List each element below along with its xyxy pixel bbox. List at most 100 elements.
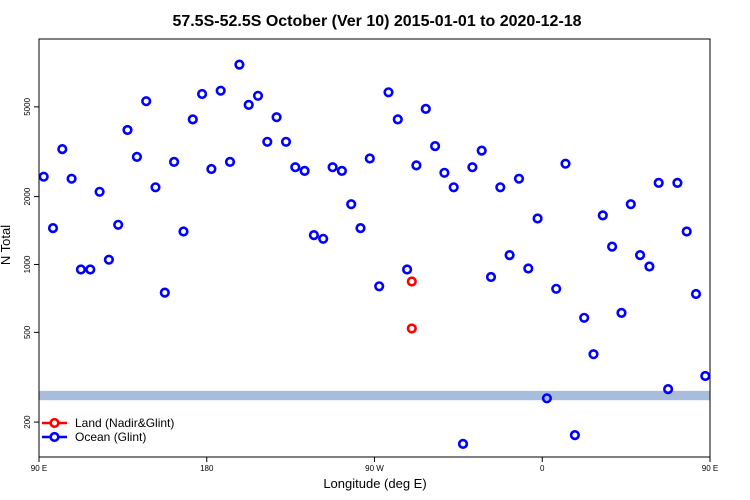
ocean-point [318,233,329,244]
ocean-point [616,307,627,319]
reference-band [39,390,710,401]
ocean-point [402,264,413,275]
ocean-point [495,182,506,193]
ocean-point [131,151,142,162]
ocean-point [700,370,711,382]
ocean-point [113,219,124,230]
legend-marker [49,431,60,443]
legend-entry: Land (Nadir&Glint) [42,416,174,430]
ocean-point [66,173,77,184]
land-point [406,323,417,334]
y-tick-label: 2000 [23,187,32,205]
y-tick-label: 200 [23,415,32,429]
x-tick-label: 90 E [702,464,718,473]
ocean-point [420,103,431,114]
legend-label: Land (Nadir&Glint) [75,416,174,430]
ocean-point [187,114,198,125]
ocean-point [597,210,608,221]
ocean-point [141,96,152,107]
ocean-point [75,264,86,275]
legend-label: Ocean (Glint) [75,430,146,444]
ocean-point [579,312,590,323]
ocean-point [439,167,450,178]
ocean-point [169,156,180,167]
x-tick-label: 90 E [31,464,47,473]
x-axis-ticks: 90 E 180 90 W 0 90 E [31,457,718,473]
ocean-point [588,349,599,360]
ocean-point [625,199,636,210]
ocean-point [38,171,49,182]
ocean-point [560,158,571,169]
ocean-point [532,213,543,224]
ocean-point [513,173,525,184]
x-tick-label: 0 [540,464,545,473]
ocean-point [224,156,236,167]
ocean-point [541,393,553,404]
x-tick-label: 180 [200,464,214,473]
ocean-point [243,99,254,110]
ocean-point [178,226,189,237]
ocean-point [234,59,245,70]
ocean-point [122,124,133,136]
land-point [406,276,417,287]
ocean-point [644,261,655,272]
ocean-point [504,250,515,261]
ocean-point [215,85,226,96]
ocean-point [47,223,59,234]
ocean-point [336,165,348,176]
ocean-point [271,112,282,123]
ocean-point [159,287,170,298]
ocean-point [662,384,674,395]
chart-title: 57.5S-52.5S October (Ver 10) 2015-01-01 … [172,13,581,30]
y-tick-label: 500 [23,325,32,339]
legend: Land (Nadir&Glint)Ocean (Glint) [42,416,174,444]
ocean-point [383,87,394,98]
y-axis-ticks: 200 500 1000 2000 5000 [23,97,39,429]
ocean-point [392,114,403,125]
ocean-point [448,182,459,193]
ocean-point [653,177,664,188]
ocean-point [457,438,469,450]
data-points [38,59,711,450]
ocean-point [346,199,357,210]
ocean-point [327,162,338,173]
y-axis-label: N Total [0,225,13,265]
y-tick-label: 5000 [23,97,32,115]
legend-entry: Ocean (Glint) [42,430,146,444]
ocean-point [206,163,217,175]
ocean-point [430,141,441,152]
ocean-point [681,226,692,237]
x-axis-label: Longitude (deg E) [323,476,426,491]
ocean-point [467,162,478,173]
reference-band-rect [39,390,710,401]
ocean-point [634,250,646,261]
ocean-point [672,177,683,188]
ocean-point [374,281,385,292]
ocean-point [299,165,310,176]
ocean-point [355,223,366,234]
ocean-point [606,241,618,252]
ocean-point [57,144,68,155]
ocean-point [551,283,562,294]
ocean-point [103,254,114,265]
ocean-point [569,430,581,441]
ocean-point [290,162,301,173]
ocean-point [523,263,534,274]
ocean-point [85,264,96,275]
ocean-point [150,182,161,193]
ocean-point [280,136,292,147]
ocean-point [476,145,487,156]
ocean-point [364,153,375,164]
ocean-point [252,90,264,101]
ocean-point [94,186,105,197]
ocean-point [485,271,497,283]
ocean-point [411,160,422,171]
x-tick-label: 90 W [365,464,384,473]
ocean-point [690,288,702,300]
ocean-point [197,88,208,100]
y-tick-label: 1000 [23,255,32,273]
ocean-point [308,230,320,241]
ocean-point [262,136,273,147]
legend-marker [49,417,60,429]
